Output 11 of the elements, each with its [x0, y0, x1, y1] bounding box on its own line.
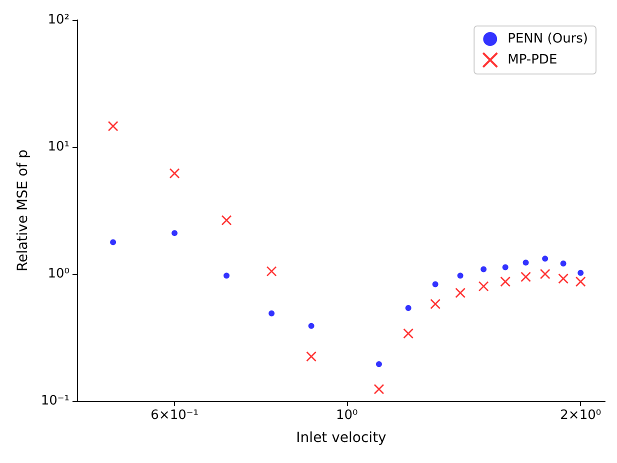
x-tick-label: 2×10⁰	[560, 408, 602, 423]
x-tick-label: 10⁰	[336, 408, 358, 423]
x-tick-label: 6×10⁻¹	[150, 408, 198, 423]
y-tick-label: 10²	[48, 12, 70, 28]
y-tick-label: 10⁻¹	[40, 394, 70, 408]
y-tick-label: 10⁰	[48, 266, 70, 282]
legend-label: MP-PDE	[508, 52, 558, 68]
y-axis-title: Relative MSE of p	[15, 149, 31, 272]
y-tick-label: 10¹	[48, 140, 70, 154]
x-axis-title: Inlet velocity	[296, 430, 386, 446]
legend-label: PENN (Ours)	[508, 32, 588, 46]
